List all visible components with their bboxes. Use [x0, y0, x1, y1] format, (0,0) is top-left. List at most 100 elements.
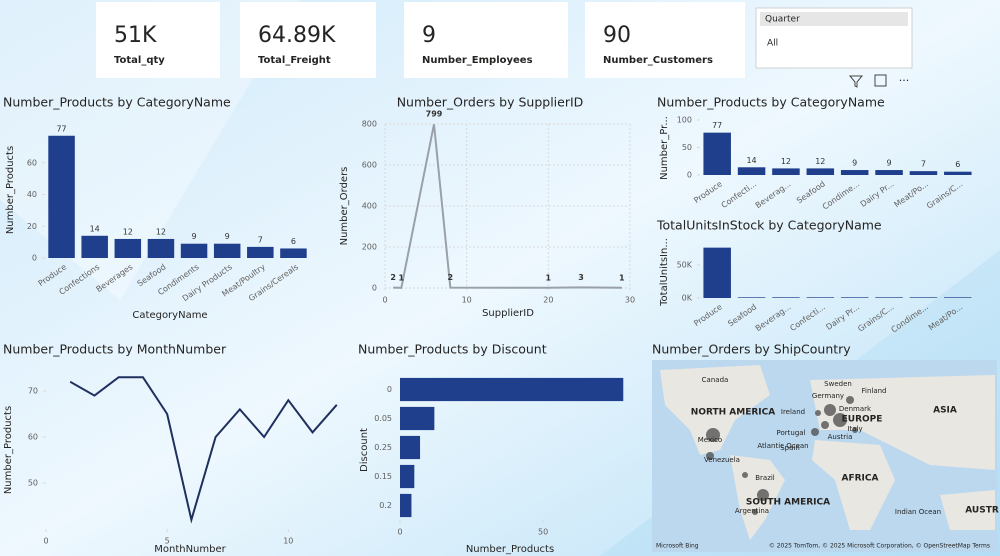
y-tick-label: 0.25 — [374, 443, 392, 452]
y-tick-label: 0 — [387, 385, 392, 394]
bar — [280, 248, 307, 258]
y-tick-label: 0.15 — [374, 472, 392, 481]
y-tick-label: 100 — [677, 116, 692, 125]
x-axis-title: MonthNumber — [154, 544, 226, 555]
bubbles — [706, 396, 858, 515]
map-label: ASIA — [933, 406, 957, 416]
x-tick-label: 0 — [397, 528, 402, 537]
chart-title: Number_Orders by SupplierID — [397, 95, 584, 110]
y-tick-label: 0 — [372, 284, 377, 293]
data-label: 14 — [746, 156, 756, 165]
bar — [840, 170, 869, 175]
kpi-label: Number_Customers — [603, 55, 713, 66]
bar — [875, 297, 903, 298]
y-axis-title: Number_Products — [5, 146, 16, 234]
bar — [909, 171, 938, 175]
y-axis-title: TotalUnitsIn... — [659, 238, 670, 307]
bar — [400, 464, 415, 489]
map-label: Argentina — [735, 507, 769, 515]
filter-icon[interactable] — [848, 75, 864, 88]
y-tick-label: 400 — [362, 202, 377, 211]
kpi-value: 64.89K — [258, 23, 336, 48]
y-tick-label: 0 — [32, 254, 37, 263]
y-tick-label: 40 — [27, 190, 37, 199]
map-label: Brazil — [755, 474, 775, 482]
map-label: Venezuela — [704, 456, 740, 464]
bar — [400, 493, 412, 518]
data-label: 12 — [781, 157, 791, 166]
map-label: Denmark — [839, 405, 872, 413]
bubble — [824, 404, 836, 416]
bar — [909, 297, 938, 298]
bar — [737, 167, 766, 175]
line — [69, 376, 338, 524]
y-tick-label: 0.05 — [374, 414, 392, 423]
map-label: Portugal — [777, 429, 806, 437]
data-label: 12 — [156, 227, 166, 236]
y-tick-label: 200 — [362, 243, 377, 252]
map-label: Indian Ocean — [895, 508, 941, 516]
bar — [703, 132, 731, 175]
x-tick-label: 30 — [625, 296, 635, 305]
map-label: EUROPE — [842, 415, 883, 425]
y-tick-label: 50 — [28, 479, 38, 488]
y-tick-label: 0.2 — [379, 501, 392, 510]
kpi-card — [96, 2, 220, 78]
chart-title: Number_Products by MonthNumber — [3, 342, 227, 357]
kpi-value: 9 — [422, 23, 436, 48]
chart-title: Number_Products by CategoryName — [3, 95, 231, 110]
x-axis-title: Number_Products — [466, 544, 554, 555]
data-label: 77 — [56, 124, 66, 133]
kpi-card — [404, 2, 568, 78]
y-tick-label: 60 — [27, 158, 37, 167]
more-icon[interactable]: ··· — [899, 74, 910, 87]
y-tick-label: 60 — [28, 433, 38, 442]
map-label: AFRICA — [842, 474, 879, 484]
chart-title: TotalUnitsInStock by CategoryName — [656, 218, 882, 233]
chart-title: Number_Products by CategoryName — [657, 95, 885, 110]
kpi-card — [585, 2, 745, 78]
map-label: AUSTR — [965, 506, 999, 516]
land — [812, 440, 895, 530]
land — [810, 375, 995, 470]
map-label: Germany — [812, 392, 844, 400]
bubble — [757, 489, 769, 501]
x-tick-label: 10 — [462, 296, 472, 305]
bubble — [833, 413, 847, 427]
data-label: 9 — [225, 232, 230, 241]
data-label: 6 — [291, 237, 296, 246]
data-label: 77 — [712, 121, 722, 130]
data-label: 6 — [955, 160, 960, 169]
data-label: 14 — [90, 224, 100, 233]
map-label: SOUTH AMERICA — [746, 498, 830, 508]
y-tick-label: 600 — [362, 161, 377, 170]
kpi-card — [240, 2, 376, 78]
x-tick-label: 0 — [382, 296, 387, 305]
bar — [840, 297, 869, 298]
data-label: 9 — [887, 159, 892, 168]
bar — [213, 243, 241, 258]
bar — [772, 297, 800, 298]
data-label: 1 — [546, 273, 552, 282]
bar — [81, 235, 108, 258]
map-label: Atlantic Ocean — [757, 442, 808, 450]
y-tick-label: 0K — [682, 294, 693, 303]
bar — [944, 297, 972, 298]
y-axis-title: Discount — [359, 428, 370, 472]
map-label: Spain — [780, 444, 800, 452]
bubble — [815, 410, 821, 416]
data-label: 12 — [123, 227, 133, 236]
kpi-label: Total_Freight — [258, 55, 331, 66]
x-tick-label: 20 — [543, 296, 553, 305]
bg-shape — [0, 0, 300, 300]
bar — [48, 135, 75, 258]
y-tick-label: 800 — [362, 120, 377, 129]
slicer[interactable]: Quarter All ··· — [755, 7, 913, 88]
map-logo: Microsoft Bing — [656, 543, 699, 550]
map-label: Finland — [861, 387, 886, 395]
y-tick-label: 50K — [677, 260, 693, 269]
focus-icon[interactable] — [874, 74, 887, 87]
slicer-value[interactable]: All — [767, 39, 778, 49]
